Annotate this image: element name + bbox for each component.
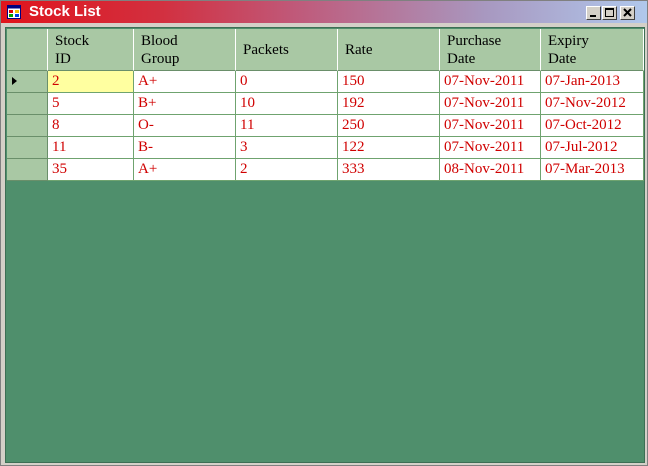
expiry-date-cell[interactable]: 07-Oct-2012 [541, 115, 644, 137]
header-corner[interactable] [7, 29, 48, 71]
packets-cell[interactable]: 10 [236, 93, 338, 115]
maximize-button[interactable] [602, 6, 617, 20]
close-icon [623, 8, 632, 17]
rate-cell[interactable]: 122 [338, 137, 440, 159]
header-text: Expiry [548, 33, 589, 49]
app-icon[interactable] [7, 5, 21, 19]
rate-cell[interactable]: 333 [338, 159, 440, 181]
minimize-button[interactable] [586, 6, 601, 20]
table-row[interactable]: 8 O- 11 250 07-Nov-2011 07-Oct-2012 [7, 115, 644, 137]
minimize-icon [590, 15, 596, 17]
rate-cell[interactable]: 250 [338, 115, 440, 137]
maximize-icon [605, 8, 614, 17]
row-header[interactable] [7, 137, 48, 159]
column-header-blood-group[interactable]: Blood Group [134, 29, 236, 71]
packets-cell[interactable]: 2 [236, 159, 338, 181]
close-button[interactable] [620, 6, 635, 20]
stock-id-cell[interactable]: 5 [48, 93, 134, 115]
table-row[interactable]: 2 A+ 0 150 07-Nov-2011 07-Jan-2013 [7, 71, 644, 93]
purchase-date-cell[interactable]: 07-Nov-2011 [440, 115, 541, 137]
column-header-stock-id[interactable]: Stock ID [48, 29, 134, 71]
blood-group-cell[interactable]: B+ [134, 93, 236, 115]
expiry-date-cell[interactable]: 07-Mar-2013 [541, 159, 644, 181]
blood-group-cell[interactable]: O- [134, 115, 236, 137]
stock-id-cell[interactable]: 2 [48, 71, 134, 93]
purchase-date-cell[interactable]: 08-Nov-2011 [440, 159, 541, 181]
header-text: Group [141, 51, 180, 67]
row-header[interactable] [7, 159, 48, 181]
table-row[interactable]: 35 A+ 2 333 08-Nov-2011 07-Mar-2013 [7, 159, 644, 181]
window-title: Stock List [29, 3, 101, 20]
rate-cell[interactable]: 150 [338, 71, 440, 93]
stock-id-cell[interactable]: 8 [48, 115, 134, 137]
stock-id-cell[interactable]: 11 [48, 137, 134, 159]
row-header[interactable] [7, 115, 48, 137]
title-bar[interactable]: Stock List [1, 1, 647, 23]
packets-cell[interactable]: 0 [236, 71, 338, 93]
rate-cell[interactable]: 192 [338, 93, 440, 115]
header-text: Packets [243, 42, 289, 58]
blood-group-cell[interactable]: A+ [134, 159, 236, 181]
stock-id-cell[interactable]: 35 [48, 159, 134, 181]
purchase-date-cell[interactable]: 07-Nov-2011 [440, 137, 541, 159]
table-row[interactable]: 11 B- 3 122 07-Nov-2011 07-Jul-2012 [7, 137, 644, 159]
blood-group-cell[interactable]: A+ [134, 71, 236, 93]
packets-cell[interactable]: 11 [236, 115, 338, 137]
header-text: Stock [55, 33, 90, 49]
header-text: Date [548, 51, 577, 67]
purchase-date-cell[interactable]: 07-Nov-2011 [440, 71, 541, 93]
header-text: Purchase [447, 33, 502, 49]
purchase-date-cell[interactable]: 07-Nov-2011 [440, 93, 541, 115]
row-header[interactable] [7, 93, 48, 115]
header-text: Rate [345, 42, 373, 58]
stock-data-grid[interactable]: Stock ID Blood Group Packets Rate Purchase… [5, 27, 645, 463]
blood-group-cell[interactable]: B- [134, 137, 236, 159]
expiry-date-cell[interactable]: 07-Jan-2013 [541, 71, 644, 93]
expiry-date-cell[interactable]: 07-Nov-2012 [541, 93, 644, 115]
column-header-expiry-date[interactable]: Expiry Date [541, 29, 644, 71]
table-row[interactable]: 5 B+ 10 192 07-Nov-2011 07-Nov-2012 [7, 93, 644, 115]
header-text: Blood [141, 33, 178, 49]
current-row-indicator-icon [12, 77, 17, 85]
header-text: ID [55, 51, 71, 67]
expiry-date-cell[interactable]: 07-Jul-2012 [541, 137, 644, 159]
column-header-packets[interactable]: Packets [236, 29, 338, 71]
header-text: Date [447, 51, 476, 67]
packets-cell[interactable]: 3 [236, 137, 338, 159]
row-header[interactable] [7, 71, 48, 93]
column-header-purchase-date[interactable]: Purchase Date [440, 29, 541, 71]
column-header-rate[interactable]: Rate [338, 29, 440, 71]
